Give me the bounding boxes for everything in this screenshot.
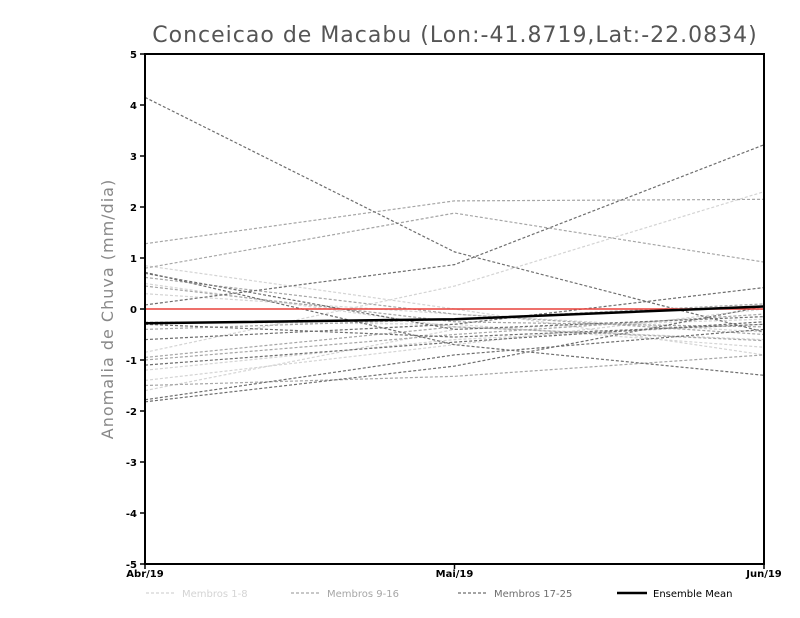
ytick-label-7: 2 (130, 203, 137, 214)
ytick-label-1: -4 (126, 509, 137, 520)
series-layer (144, 96, 765, 403)
legend-label-3: Membros 17-25 (494, 589, 572, 600)
xtick-label-0: Abr/19 (126, 569, 163, 580)
xtick-label-1: Mai/19 (436, 569, 474, 580)
member-line-10 (144, 212, 765, 269)
member-line-20 (144, 305, 765, 403)
member-line-17 (144, 96, 765, 333)
member-line-16 (144, 303, 765, 330)
member-line-25 (144, 272, 765, 331)
legend-label-2: Membros 9-16 (327, 589, 399, 600)
chart-title: Conceicao de Macabu (Lon:-41.8719,Lat:-2… (152, 23, 757, 48)
member-line-2 (144, 282, 765, 341)
member-line-21 (144, 286, 765, 341)
y-ticks: -5 -4 -3 -2 -1 0 1 2 3 4 5 (126, 50, 145, 571)
member-line-14 (144, 285, 765, 328)
ytick-label-4: -1 (126, 356, 137, 367)
member-line-13 (144, 326, 765, 359)
y-axis-label: Anomalia de Chuva (mm/dia) (98, 179, 117, 439)
x-ticks: Abr/19 Mai/19 Jun/19 (126, 564, 782, 580)
member-line-24 (144, 323, 765, 338)
legend: Membros 1-8 Membros 9-16 Membros 17-25 Ense… (146, 589, 732, 600)
member-line-19 (144, 271, 765, 376)
ensemble-mean-line (144, 305, 765, 325)
ytick-label-9: 4 (130, 101, 137, 112)
legend-label-4: Ensemble Mean (653, 589, 732, 600)
ytick-label-6: 1 (130, 254, 137, 265)
member-line-11 (144, 276, 765, 336)
member-line-6 (144, 323, 765, 371)
member-line-12 (144, 354, 765, 387)
member-line-3 (144, 191, 765, 353)
member-line-9 (144, 198, 765, 245)
xtick-label-2: Jun/19 (745, 569, 782, 580)
ytick-label-8: 3 (130, 152, 137, 163)
ytick-label-3: -2 (126, 407, 137, 418)
ytick-label-2: -3 (126, 458, 137, 469)
ytick-label-10: 5 (130, 50, 137, 61)
member-line-4 (144, 318, 765, 392)
ytick-label-0: -5 (126, 560, 137, 571)
mean-layer (144, 305, 765, 325)
member-line-23 (144, 328, 765, 401)
member-line-18 (144, 144, 765, 306)
member-line-7 (144, 321, 765, 348)
ytick-label-5: 0 (130, 305, 137, 316)
legend-label-1: Membros 1-8 (182, 589, 248, 600)
